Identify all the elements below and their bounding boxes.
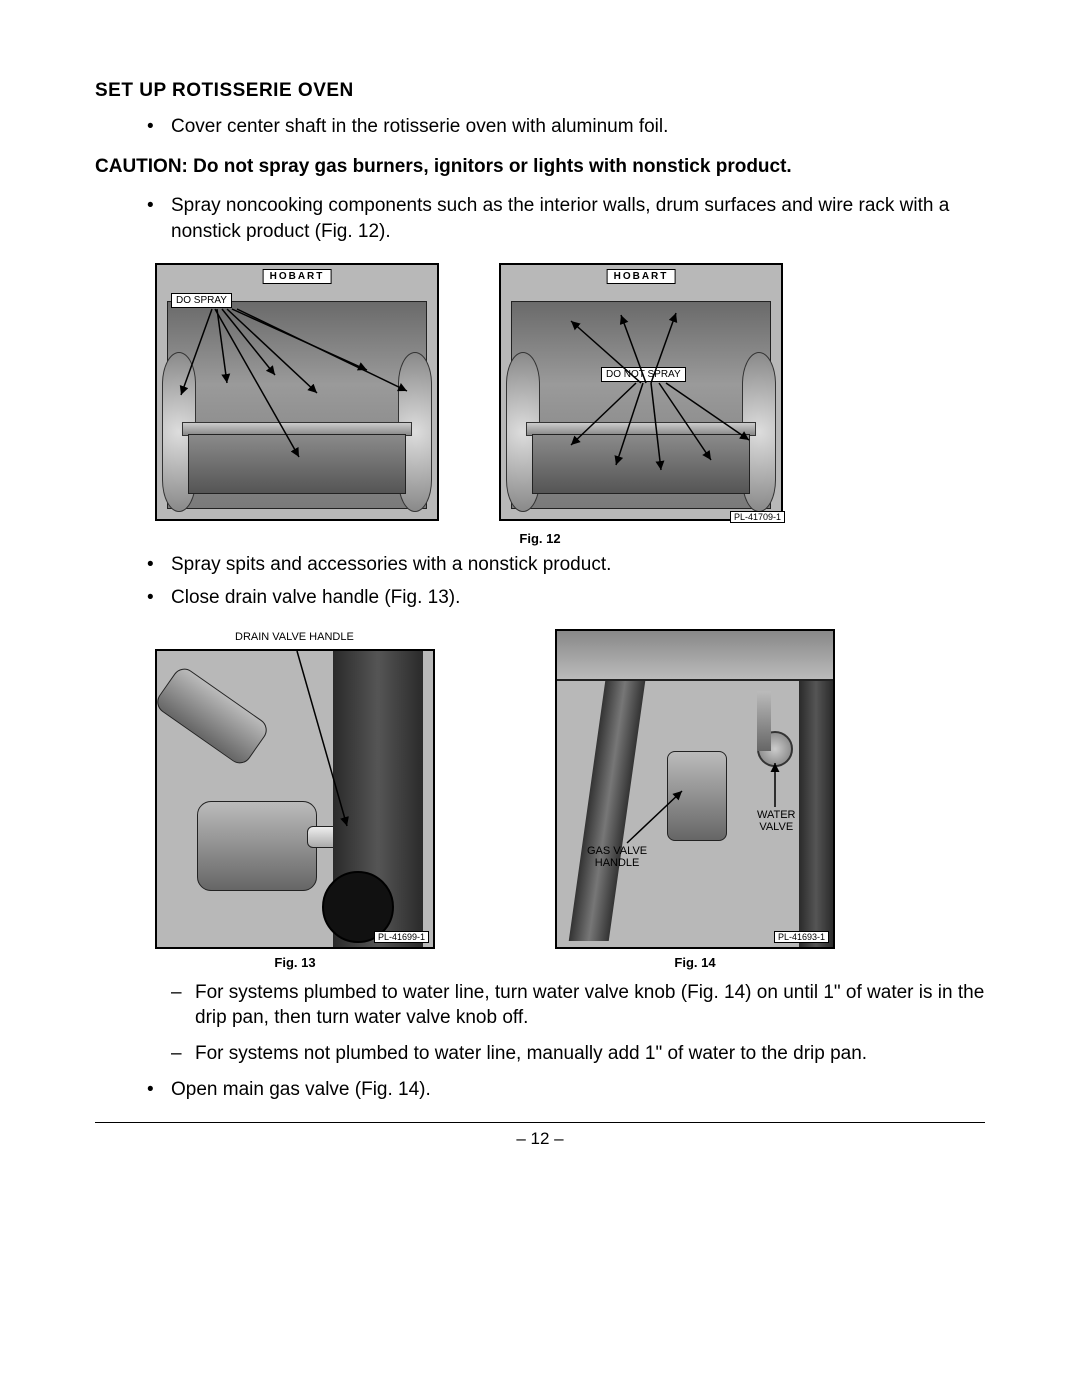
- pl-tag-13: PL-41699-1: [374, 931, 429, 943]
- figure-14-caption: Fig. 14: [555, 955, 835, 970]
- bullet-list-3: Spray spits and accessories with a nonst…: [95, 552, 985, 611]
- figure-13-image: PL-41699-1: [155, 649, 435, 949]
- do-not-spray-callout: DO NOT SPRAY: [601, 367, 686, 382]
- footer-rule: [95, 1122, 985, 1123]
- brand-badge: HOBART: [263, 269, 332, 284]
- bullet-list-2: Spray noncooking components such as the …: [95, 193, 985, 244]
- oven-interior: [511, 301, 771, 509]
- figure-13-14-row: DRAIN VALVE HANDLE PL-41699-1 Fig. 13: [155, 629, 985, 970]
- figure-13-caption: Fig. 13: [155, 955, 435, 970]
- bullet-list-4: For systems plumbed to water line, turn …: [95, 980, 985, 1067]
- bullet-close-drain: Close drain valve handle (Fig. 13).: [147, 585, 985, 611]
- figure-12-right-image: HOBART DO NOT SPRAY: [499, 263, 783, 521]
- page-number: – 12 –: [95, 1129, 985, 1149]
- bullet-spray-spits: Spray spits and accessories with a nonst…: [147, 552, 985, 578]
- bullet-list-1: Cover center shaft in the rotisserie ove…: [95, 114, 985, 140]
- figure-14-image: GAS VALVEHANDLE WATERVALVE PL-41693-1: [555, 629, 835, 949]
- do-spray-callout: DO SPRAY: [171, 293, 232, 308]
- gas-valve-handle-label: GAS VALVEHANDLE: [587, 845, 647, 869]
- bullet-spray-components: Spray noncooking components such as the …: [147, 193, 985, 244]
- bullet-cover-shaft: Cover center shaft in the rotisserie ove…: [147, 114, 985, 140]
- oven-interior: [167, 301, 427, 509]
- drain-valve-handle-label: DRAIN VALVE HANDLE: [235, 631, 354, 643]
- figure-12-right: HOBART DO NOT SPRAY: [499, 263, 783, 521]
- sub-not-plumbed: For systems not plumbed to water line, m…: [171, 1041, 985, 1067]
- figure-13: DRAIN VALVE HANDLE PL-41699-1 Fig. 13: [155, 633, 435, 970]
- section-title: SET UP ROTISSERIE OVEN: [95, 80, 985, 102]
- figure-12-left: HOBART DO SPRAY: [155, 263, 439, 521]
- bullet-open-gas: Open main gas valve (Fig. 14).: [147, 1077, 985, 1103]
- sub-list: For systems plumbed to water line, turn …: [171, 980, 985, 1067]
- pl-tag-12: PL-41709-1: [730, 511, 785, 523]
- figure-12-left-image: HOBART DO SPRAY: [155, 263, 439, 521]
- water-valve-label: WATERVALVE: [757, 809, 796, 833]
- bullet-list-5: Open main gas valve (Fig. 14).: [95, 1077, 985, 1103]
- figure-12-caption: Fig. 12: [95, 531, 985, 546]
- brand-badge: HOBART: [607, 269, 676, 284]
- figure-14: GAS VALVEHANDLE WATERVALVE PL-41693-1 Fi…: [555, 629, 835, 970]
- figure-12-row: HOBART DO SPRAY: [155, 263, 985, 521]
- sub-plumbed: For systems plumbed to water line, turn …: [171, 980, 985, 1031]
- caution-text: CAUTION: Do not spray gas burners, ignit…: [95, 154, 985, 180]
- pl-tag-14: PL-41693-1: [774, 931, 829, 943]
